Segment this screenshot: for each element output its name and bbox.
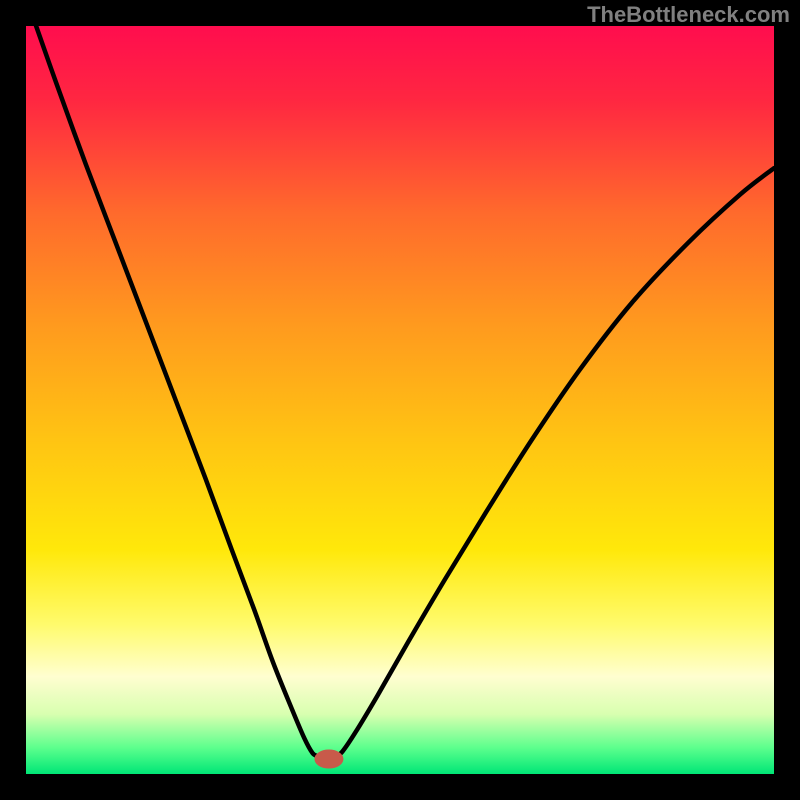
chart-stage: TheBottleneck.com (0, 0, 800, 800)
chart-background (26, 26, 774, 774)
watermark-text: TheBottleneck.com (587, 2, 790, 28)
optimal-point-marker (315, 750, 343, 768)
chart-svg (0, 0, 800, 800)
